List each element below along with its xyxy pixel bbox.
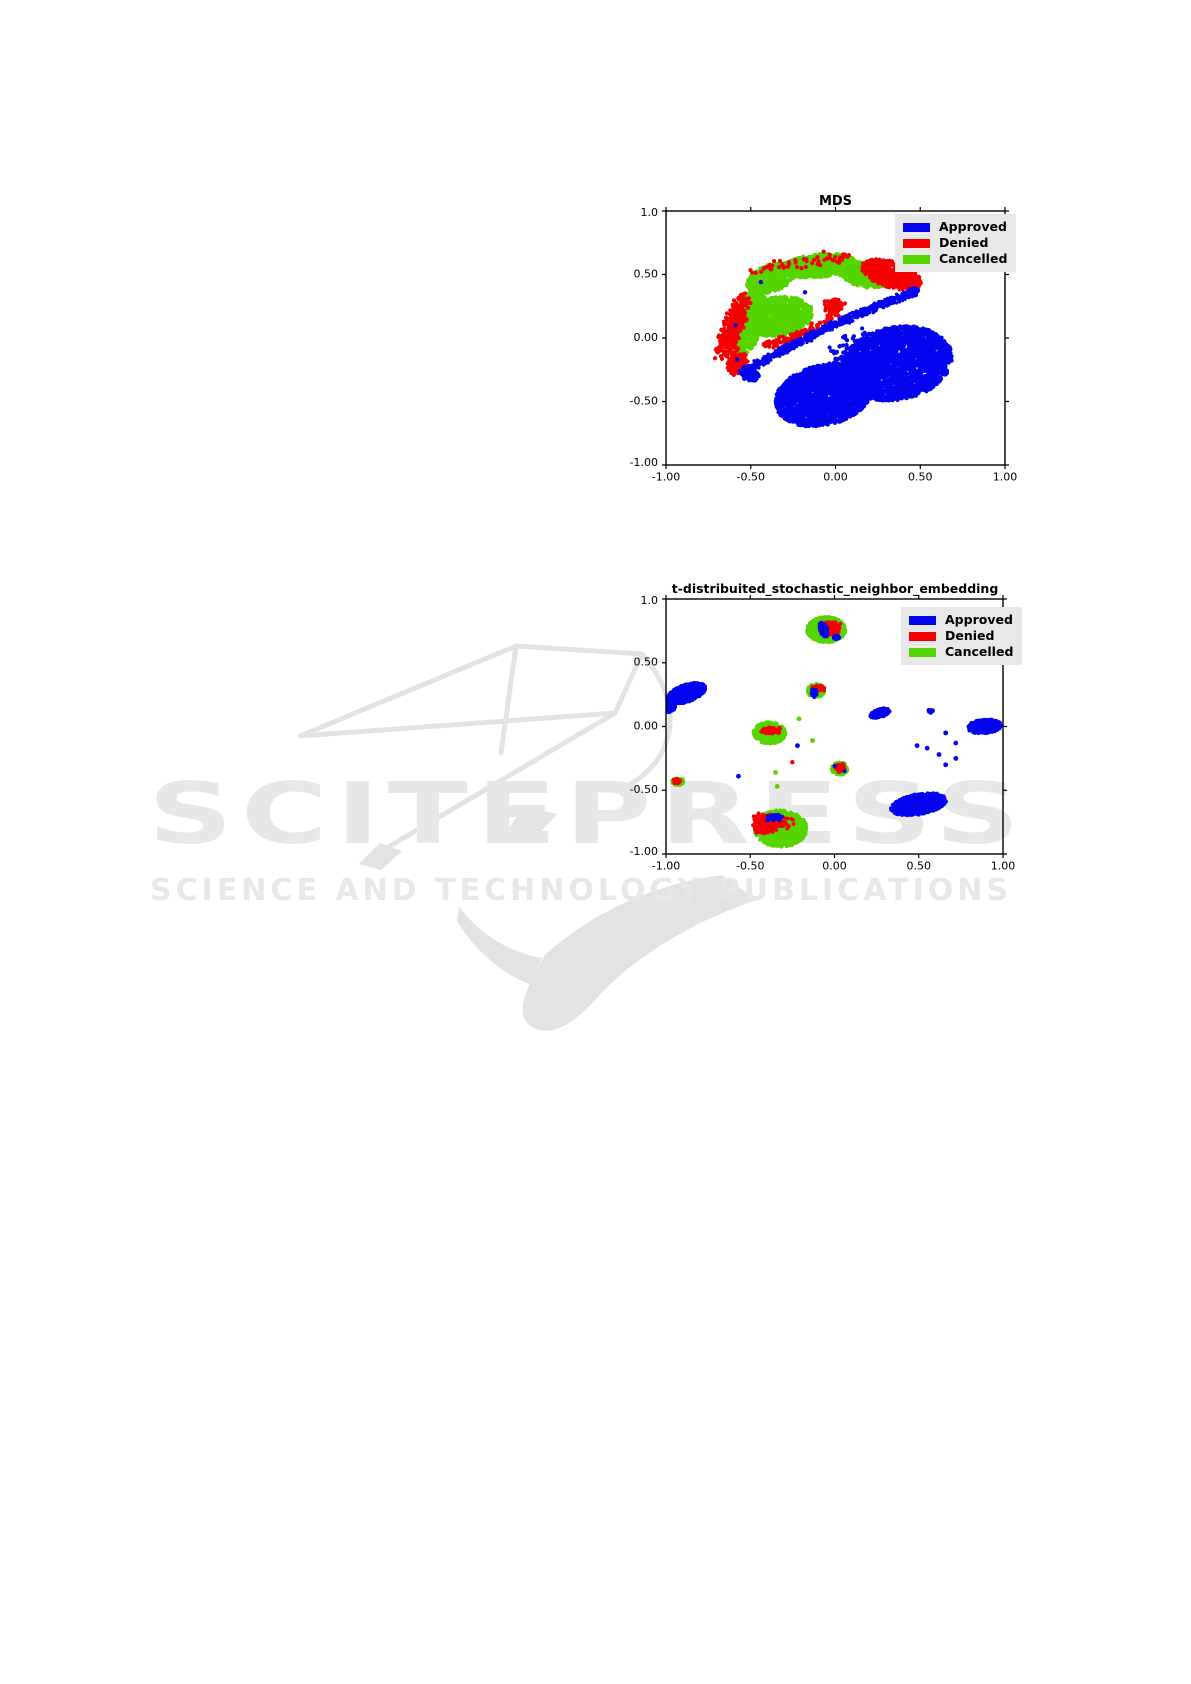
legend-row-approved: Approved <box>909 612 1013 628</box>
legend-row-cancelled: Cancelled <box>909 644 1013 660</box>
tsne-legend: Approved Denied Cancelled <box>901 607 1023 665</box>
legend-swatch-denied <box>903 238 930 248</box>
legend-swatch-approved <box>909 615 936 625</box>
mds-legend: Approved Denied Cancelled <box>895 214 1017 272</box>
legend-swatch-approved <box>903 222 930 232</box>
legend-row-denied: Denied <box>909 628 1013 644</box>
legend-label-denied: Denied <box>939 235 989 250</box>
legend-swatch-cancelled <box>909 647 936 657</box>
legend-row-cancelled: Cancelled <box>903 251 1007 267</box>
legend-label-approved: Approved <box>939 219 1007 234</box>
legend-label-cancelled: Cancelled <box>945 644 1014 659</box>
legend-label-cancelled: Cancelled <box>939 251 1008 266</box>
legend-row-denied: Denied <box>903 235 1007 251</box>
legend-row-approved: Approved <box>903 219 1007 235</box>
legend-swatch-denied <box>909 631 936 641</box>
legend-swatch-cancelled <box>903 254 930 264</box>
scitepress-logo-fills <box>359 807 757 1031</box>
tsne-chart-title: t-distribuited_stochastic_neighbor_embed… <box>671 581 999 596</box>
legend-label-approved: Approved <box>945 612 1013 627</box>
legend-label-denied: Denied <box>945 628 995 643</box>
mds-chart-title: MDS <box>818 194 853 209</box>
